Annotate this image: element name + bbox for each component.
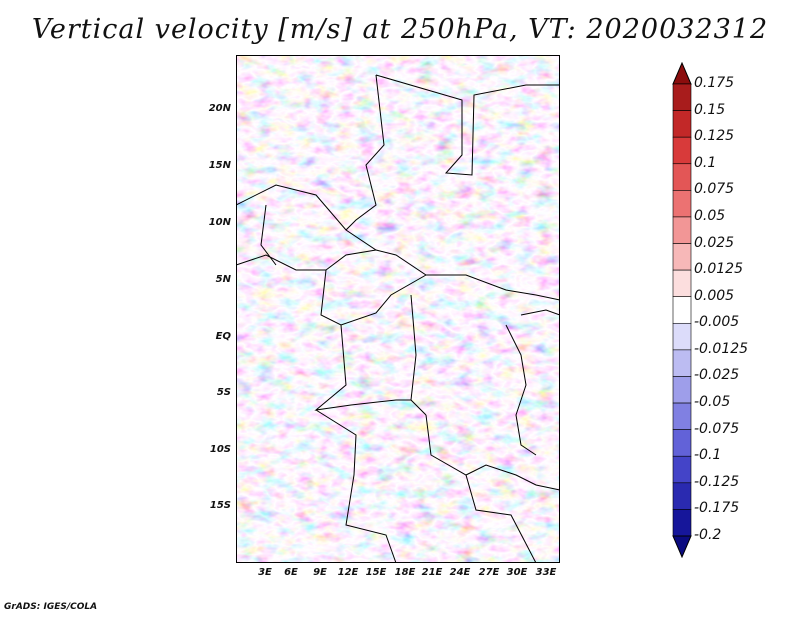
lat-tick-label: 20N: [208, 103, 231, 114]
colorbar-top-arrow: [672, 62, 692, 85]
footer-credit: GrADS: IGES/COLA: [4, 602, 98, 612]
colorbar-label: 0.005: [694, 287, 735, 304]
colorbar: [672, 62, 692, 558]
lat-tick-label: 10S: [209, 444, 231, 455]
velocity-shading: [236, 55, 560, 563]
lon-tick-label: 27E: [478, 567, 500, 578]
colorbar-label: -0.125: [694, 473, 740, 490]
colorbar-label: 0.125: [694, 128, 735, 145]
lon-tick-label: 6E: [284, 567, 298, 578]
map-frame: [236, 55, 560, 563]
colorbar-label: 0.025: [694, 234, 735, 251]
colorbar-label: -0.0125: [694, 340, 749, 357]
colorbar-label: -0.1: [694, 447, 722, 464]
country-borders: [236, 74, 560, 563]
colorbar-swatch: [672, 322, 692, 351]
colorbar-swatch: [672, 349, 692, 377]
colorbar-swatch: [672, 216, 692, 244]
lat-tick-label: 10N: [208, 217, 231, 228]
chart-title: Vertical velocity [m/s] at 250hPa, VT: 2…: [31, 14, 769, 45]
lat-tick-label: EQ: [215, 331, 231, 342]
lat-tick-label: 15N: [208, 160, 231, 171]
colorbar-label: -0.05: [694, 394, 731, 411]
colorbar-label: -0.2: [694, 527, 722, 543]
lon-tick-label: 15E: [365, 567, 387, 578]
lon-tick-label: 3E: [258, 567, 272, 578]
colorbar-swatch: [672, 110, 692, 138]
lat-tick-label: 15S: [209, 500, 231, 511]
lon-tick-label: 30E: [506, 567, 528, 578]
colorbar-label: -0.025: [694, 367, 740, 384]
colorbar-swatch: [672, 402, 692, 430]
colorbar-swatch: [672, 190, 692, 218]
vertical-velocity-field: [236, 55, 560, 563]
lat-tick-label: 5S: [216, 387, 231, 398]
lon-tick-label: 21E: [421, 567, 443, 578]
colorbar-swatch: [672, 269, 692, 298]
colorbar-swatch: [672, 509, 692, 537]
lon-tick-label: 33E: [535, 567, 557, 578]
map-panel: [236, 55, 560, 563]
colorbar-swatch: [672, 482, 692, 510]
colorbar-swatch: [672, 136, 692, 165]
colorbar-bottom-arrow: [672, 535, 692, 558]
lon-tick-label: 9E: [313, 567, 327, 578]
colorbar-label: -0.175: [694, 500, 740, 517]
colorbar-label: 0.075: [694, 181, 735, 198]
lon-tick-label: 24E: [449, 567, 471, 578]
colorbar-swatch: [672, 296, 692, 324]
colorbar-swatch: [672, 83, 692, 111]
lat-tick-label: 5N: [215, 274, 231, 285]
lon-tick-label: 12E: [337, 567, 359, 578]
colorbar-swatch: [672, 455, 692, 484]
lon-tick-label: 18E: [394, 567, 416, 578]
colorbar-label: 0.05: [694, 207, 726, 224]
colorbar-label: 0.0125: [694, 261, 743, 278]
colorbar-label: 0.175: [694, 75, 735, 91]
colorbar-swatch: [672, 376, 692, 404]
colorbar-label: 0.1: [694, 154, 717, 171]
colorbar-label: -0.075: [694, 420, 740, 437]
colorbar-swatch: [672, 243, 692, 271]
colorbar-swatch: [672, 429, 692, 457]
colorbar-label: -0.005: [694, 314, 740, 331]
colorbar-label: 0.15: [694, 101, 726, 118]
colorbar-swatch: [672, 163, 692, 191]
